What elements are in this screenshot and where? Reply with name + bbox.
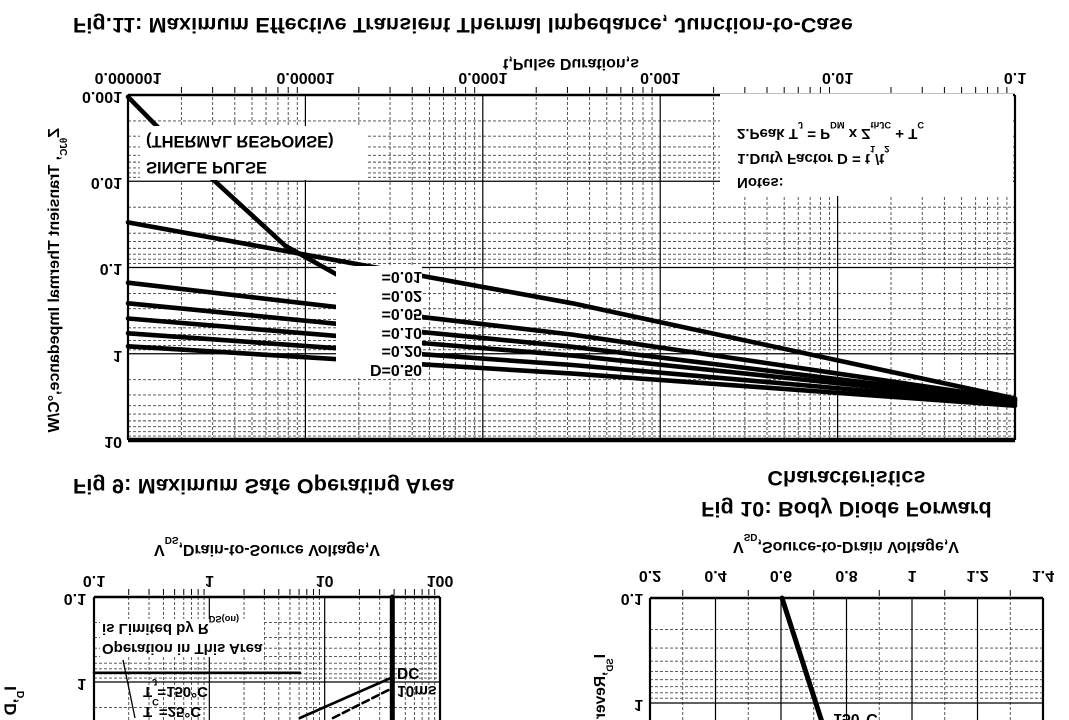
fig11-x-tick-label: 0.000001 [94, 69, 162, 86]
fig9-x-axis-title: VDS,Drain-to-Source Voltage,V [154, 534, 380, 558]
fig11-y-tick-label: 0.001 [81, 88, 122, 105]
single-pulse-label-line: SINGLE PULSE [146, 158, 268, 176]
soa-annotation-line1: Operation in This Area [102, 640, 263, 657]
fig9-x-tick-label: 0.1 [82, 572, 106, 589]
fig9-x-tick-label: 1 [204, 572, 214, 589]
fig11-duty-cycle-labels: D=0.50 =0.20 =0.10 =0.05 =0.02 =0.01 [336, 266, 422, 378]
fig11-notes-block: Notes: 1.Duty Factor D = t1/t2 2.Peak TJ… [720, 94, 1013, 196]
fig9-y-tick-label: 0.1 [63, 590, 86, 607]
fig9-y-tick-label: 1 [77, 675, 86, 692]
fig9-x-tick-label: 100 [426, 572, 454, 589]
note-line: 1.Duty Factor D = t1/t2 [737, 144, 890, 167]
soa-annotation-line2: is Limited by RDS(on) [102, 614, 240, 637]
chart-line [122, 659, 136, 719]
tc-condition: TC=25°C [143, 697, 202, 720]
fig10-x-tick-label: 1.4 [1031, 567, 1055, 584]
fig11-x-tick-label: 0.01 [822, 69, 854, 86]
fig11-x-tick-label: 0.001 [640, 69, 681, 86]
fig9-soa-line-labels: 10ms DC [397, 664, 437, 700]
note-line: 2.Peak TJ = PDM x ZthJC + TC [737, 119, 925, 143]
duty-cycle-curve-label: D=0.50 [369, 361, 422, 378]
fig10-caption-line2: Characteristics [767, 466, 926, 490]
fig11-x-tick-label: 0.0001 [458, 69, 508, 86]
duty-cycle-curve-label: =0.01 [381, 268, 422, 286]
fig9-caption: Fig 9: Maximum Safe Operating Area [73, 474, 455, 498]
chart-curve [331, 686, 394, 720]
fig11-x-tick-label: 0.00001 [276, 69, 335, 86]
chart-curve [298, 676, 394, 720]
fig10-x-axis-title: VSD,Source-to-Drain Voltage,V [733, 531, 959, 555]
fig11-y-tick-label: 0.01 [90, 174, 122, 192]
fig11-single-pulse-label: SINGLE PULSE (THERMAL RESPONSE) [140, 126, 368, 180]
soa-10ms-label: 10ms [397, 682, 437, 699]
fig11-y-axis-title: ZθJC, Transient Thermal Impedance,°C/W [46, 128, 70, 433]
chart-curve [779, 595, 824, 720]
chart-curve [125, 344, 1018, 408]
duty-cycle-curve-label: =0.20 [381, 342, 422, 360]
chart-curve [125, 301, 1018, 403]
soa-dc-label: DC [397, 664, 420, 682]
chart-curve [125, 280, 1018, 402]
chart-curve [125, 316, 1018, 404]
chart-curve [125, 220, 1018, 401]
fig10-caption-line1: Fig 10: Body Diode Forward [701, 497, 992, 521]
duty-cycle-curve-label: =0.10 [381, 323, 422, 341]
note-line: Notes: [737, 174, 784, 191]
fig9-temperature-conditions: TC=25°C TJ=150°C [143, 677, 208, 720]
fig11-caption: Fig.11: Maximum Effective Transient Ther… [73, 13, 854, 37]
fig11-y-tick-label: 1 [113, 346, 122, 364]
fig10-y-tick-label: 0.1 [620, 590, 643, 607]
fig11-x-tick-label: 0.1 [1003, 69, 1027, 86]
fig9-soa-annotation: Operation in This Area is Limited by RDS… [100, 614, 265, 657]
chart-curve [125, 331, 1018, 407]
duty-cycle-curve-label: =0.05 [381, 305, 422, 323]
fig10-caption: Fig 10: Body Diode Forward Characteristi… [640, 462, 1053, 524]
fig11-y-tick-label: 0.1 [99, 260, 122, 278]
duty-cycle-curve-label: =0.02 [381, 286, 422, 304]
single-pulse-label-line: (THERMAL RESPONSE) [146, 132, 334, 150]
fig9-y-axis-title-partial: ID,D [1, 686, 28, 716]
fig11-y-tick-label: 10 [104, 433, 122, 450]
fig10-y-tick-label: 1 [634, 696, 643, 713]
fig9-x-tick-label: 10 [315, 572, 334, 589]
fig10-diode-temp-label: 150°C [833, 710, 878, 720]
